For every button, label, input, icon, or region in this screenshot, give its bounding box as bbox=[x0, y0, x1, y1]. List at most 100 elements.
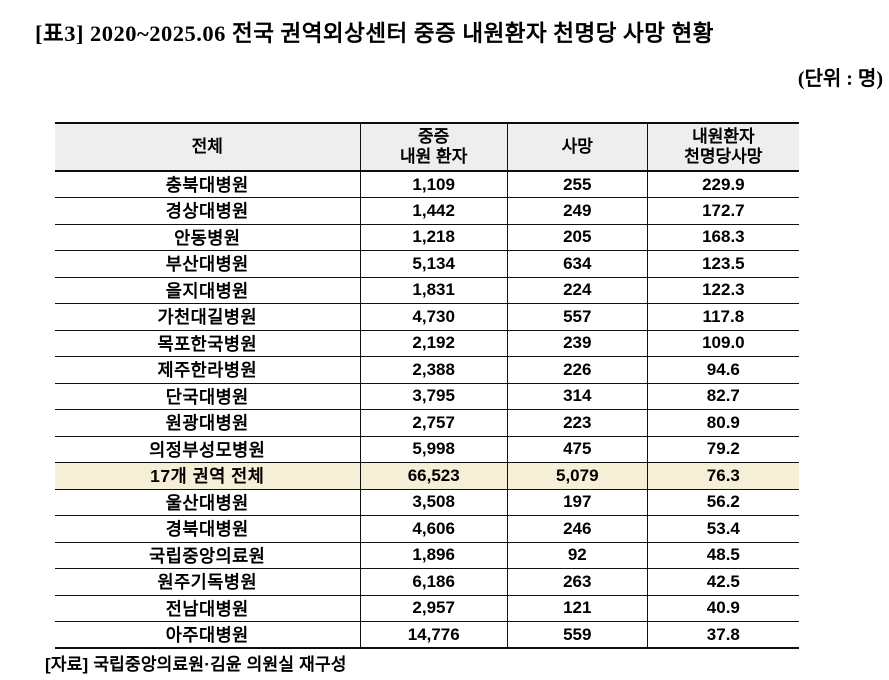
rate-cell: 82.7 bbox=[646, 382, 799, 410]
table-row: 가천대길병원 4,730 557 117.8 bbox=[55, 303, 799, 330]
deaths-cell: 121 bbox=[506, 594, 648, 622]
table-row: 경상대병원 1,442 249 172.7 bbox=[55, 197, 799, 224]
deaths-cell: 263 bbox=[506, 568, 648, 595]
hospital-name-cell: 원광대병원 bbox=[55, 409, 361, 436]
trauma-center-mortality-table: 전체 중증 내원 환자 사망 내원환자 천명당사망 충북대병원 1,109 25… bbox=[55, 122, 799, 649]
hospital-name-cell: 의정부성모병원 bbox=[55, 435, 361, 463]
table-row: 을지대병원 1,831 224 122.3 bbox=[55, 276, 799, 304]
hospital-name-cell: 17개 권역 전체 bbox=[55, 462, 361, 489]
hospital-name-cell: 목포한국병원 bbox=[55, 329, 361, 357]
table-row: 아주대병원 14,776 559 37.8 bbox=[55, 621, 799, 648]
deaths-cell: 475 bbox=[506, 435, 648, 463]
rate-cell: 94.6 bbox=[646, 356, 799, 383]
rate-cell: 48.5 bbox=[646, 541, 799, 569]
table-row: 전남대병원 2,957 121 40.9 bbox=[55, 594, 799, 622]
rate-cell: 122.3 bbox=[646, 276, 799, 304]
rate-cell: 80.9 bbox=[646, 409, 799, 436]
patients-cell: 5,134 bbox=[359, 250, 508, 277]
rate-cell: 172.7 bbox=[646, 197, 799, 224]
rate-cell: 37.8 bbox=[646, 621, 799, 648]
patients-cell: 2,388 bbox=[359, 356, 508, 383]
table-row: 의정부성모병원 5,998 475 79.2 bbox=[55, 435, 799, 463]
patients-cell: 3,508 bbox=[359, 488, 508, 516]
table-row: 울산대병원 3,508 197 56.2 bbox=[55, 488, 799, 516]
hospital-name-cell: 전남대병원 bbox=[55, 594, 361, 622]
deaths-cell: 92 bbox=[506, 541, 648, 569]
table-row: 부산대병원 5,134 634 123.5 bbox=[55, 250, 799, 277]
deaths-cell: 224 bbox=[506, 276, 648, 304]
unit-label: (단위 : 명) bbox=[797, 68, 883, 90]
page-title: [표3] 2020~2025.06 전국 권역외상센터 중증 내원환자 천명당 … bbox=[35, 21, 714, 46]
table-row: 원광대병원 2,757 223 80.9 bbox=[55, 409, 799, 436]
table-row: 단국대병원 3,795 314 82.7 bbox=[55, 382, 799, 410]
table-row: 목포한국병원 2,192 239 109.0 bbox=[55, 329, 799, 357]
patients-cell: 1,896 bbox=[359, 541, 508, 569]
rate-cell: 109.0 bbox=[646, 329, 799, 357]
deaths-cell: 314 bbox=[506, 382, 648, 410]
rate-cell: 168.3 bbox=[646, 223, 799, 251]
patients-cell: 1,442 bbox=[359, 197, 508, 224]
hospital-name-cell: 울산대병원 bbox=[55, 488, 361, 516]
deaths-cell: 223 bbox=[506, 409, 648, 436]
header-deaths-per-thousand: 내원환자 천명당사망 bbox=[646, 123, 799, 172]
table-row: 17개 권역 전체 66,523 5,079 76.3 bbox=[55, 462, 799, 489]
deaths-cell: 559 bbox=[506, 621, 648, 648]
table-body: 충북대병원 1,109 255 229.9 경상대병원 1,442 249 17… bbox=[55, 170, 799, 648]
patients-cell: 4,606 bbox=[359, 515, 508, 542]
header-severe-patients: 중증 내원 환자 bbox=[359, 123, 508, 172]
table-row: 충북대병원 1,109 255 229.9 bbox=[55, 170, 799, 198]
deaths-cell: 557 bbox=[506, 303, 648, 330]
deaths-cell: 5,079 bbox=[506, 462, 648, 489]
patients-cell: 3,795 bbox=[359, 382, 508, 410]
header-row: 전체 중증 내원 환자 사망 내원환자 천명당사망 bbox=[55, 123, 799, 172]
rate-cell: 42.5 bbox=[646, 568, 799, 595]
table-row: 안동병원 1,218 205 168.3 bbox=[55, 223, 799, 251]
header-deaths: 사망 bbox=[506, 123, 648, 172]
patients-cell: 2,757 bbox=[359, 409, 508, 436]
patients-cell: 5,998 bbox=[359, 435, 508, 463]
hospital-name-cell: 을지대병원 bbox=[55, 276, 361, 304]
deaths-cell: 197 bbox=[506, 488, 648, 516]
table-row: 국립중앙의료원 1,896 92 48.5 bbox=[55, 541, 799, 569]
stats-table-container: 전체 중증 내원 환자 사망 내원환자 천명당사망 충북대병원 1,109 25… bbox=[55, 122, 799, 649]
hospital-name-cell: 안동병원 bbox=[55, 223, 361, 251]
patients-cell: 2,192 bbox=[359, 329, 508, 357]
patients-cell: 6,186 bbox=[359, 568, 508, 595]
hospital-name-cell: 원주기독병원 bbox=[55, 568, 361, 595]
table-row: 제주한라병원 2,388 226 94.6 bbox=[55, 356, 799, 383]
deaths-cell: 249 bbox=[506, 197, 648, 224]
header-hospital: 전체 bbox=[55, 123, 361, 172]
deaths-cell: 255 bbox=[506, 170, 648, 198]
patients-cell: 4,730 bbox=[359, 303, 508, 330]
hospital-name-cell: 충북대병원 bbox=[55, 170, 361, 198]
deaths-cell: 634 bbox=[506, 250, 648, 277]
hospital-name-cell: 경상대병원 bbox=[55, 197, 361, 224]
patients-cell: 14,776 bbox=[359, 621, 508, 648]
hospital-name-cell: 국립중앙의료원 bbox=[55, 541, 361, 569]
hospital-name-cell: 아주대병원 bbox=[55, 621, 361, 648]
source-label: [자료] 국립중앙의료원·김윤 의원실 재구성 bbox=[45, 655, 347, 674]
patients-cell: 1,109 bbox=[359, 170, 508, 198]
rate-cell: 56.2 bbox=[646, 488, 799, 516]
hospital-name-cell: 경북대병원 bbox=[55, 515, 361, 542]
rate-cell: 117.8 bbox=[646, 303, 799, 330]
patients-cell: 66,523 bbox=[359, 462, 508, 489]
hospital-name-cell: 단국대병원 bbox=[55, 382, 361, 410]
rate-cell: 40.9 bbox=[646, 594, 799, 622]
table-header: 전체 중증 내원 환자 사망 내원환자 천명당사망 bbox=[55, 123, 799, 172]
patients-cell: 2,957 bbox=[359, 594, 508, 622]
rate-cell: 79.2 bbox=[646, 435, 799, 463]
deaths-cell: 226 bbox=[506, 356, 648, 383]
hospital-name-cell: 제주한라병원 bbox=[55, 356, 361, 383]
rate-cell: 76.3 bbox=[646, 462, 799, 489]
patients-cell: 1,218 bbox=[359, 223, 508, 251]
table-row: 원주기독병원 6,186 263 42.5 bbox=[55, 568, 799, 595]
deaths-cell: 246 bbox=[506, 515, 648, 542]
table-row: 경북대병원 4,606 246 53.4 bbox=[55, 515, 799, 542]
rate-cell: 53.4 bbox=[646, 515, 799, 542]
patients-cell: 1,831 bbox=[359, 276, 508, 304]
deaths-cell: 239 bbox=[506, 329, 648, 357]
hospital-name-cell: 부산대병원 bbox=[55, 250, 361, 277]
deaths-cell: 205 bbox=[506, 223, 648, 251]
rate-cell: 123.5 bbox=[646, 250, 799, 277]
